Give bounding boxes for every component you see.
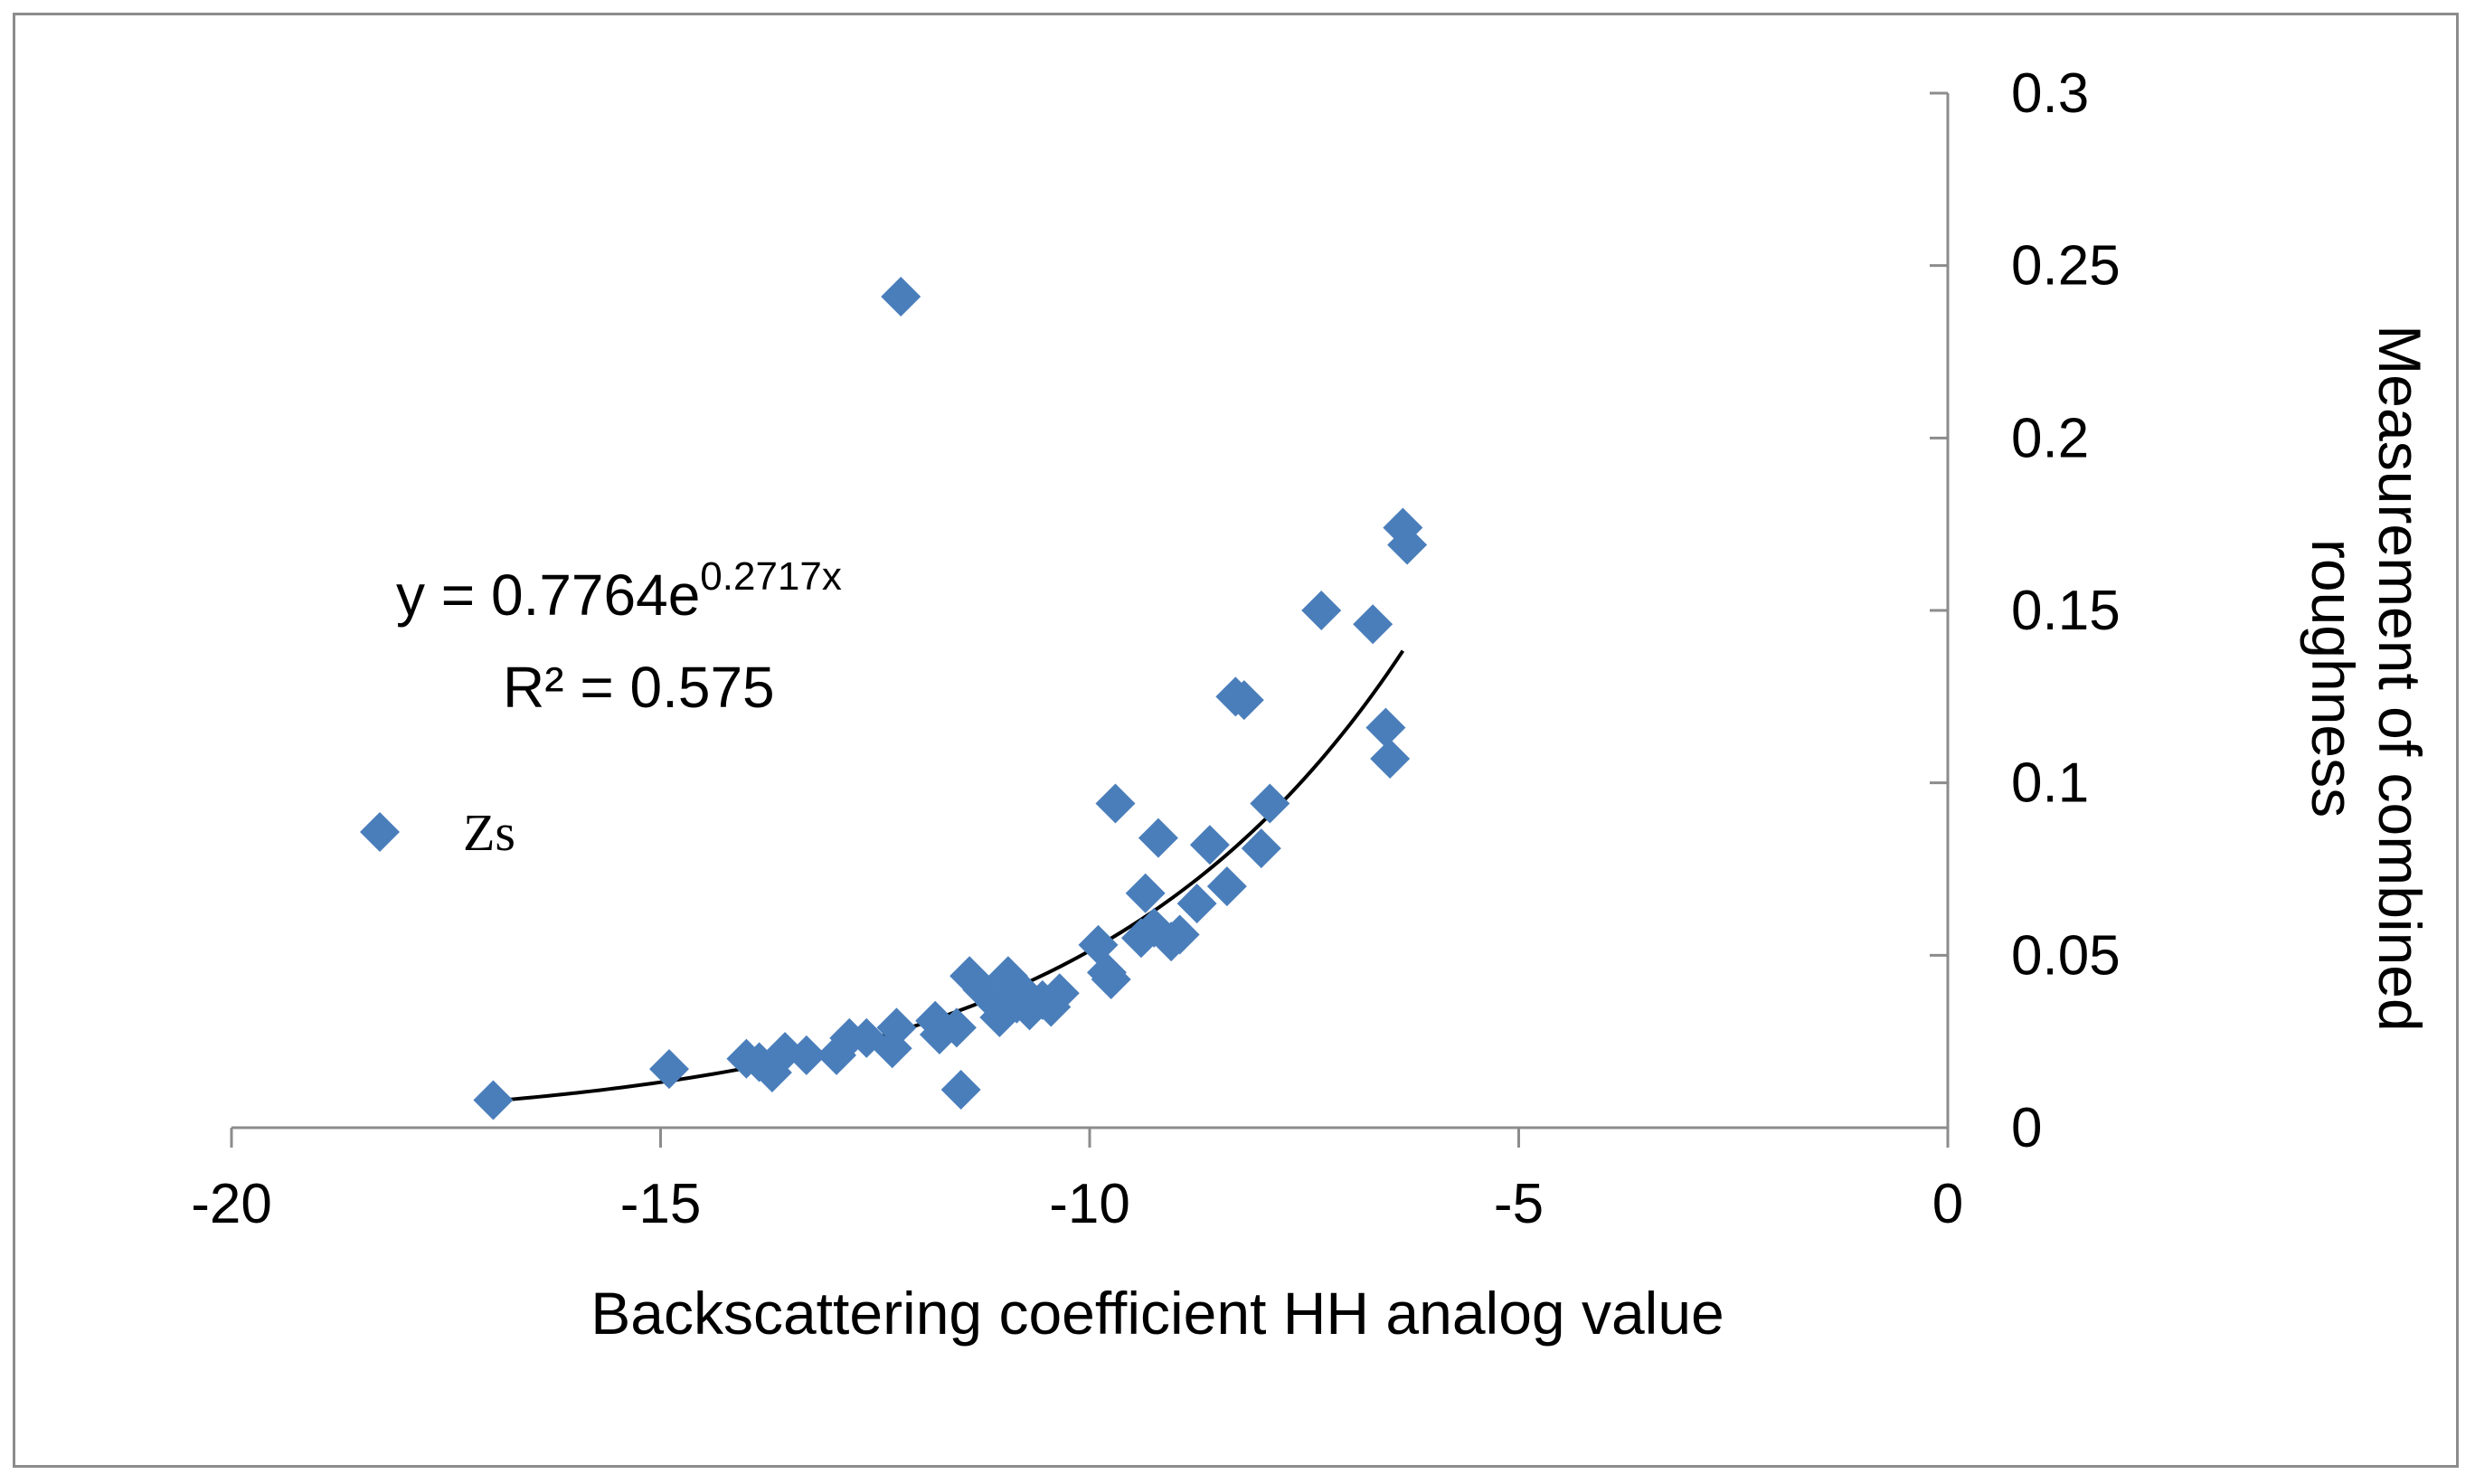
- trendline-equation-base: y = 0.7764e: [396, 562, 700, 628]
- data-point: [1365, 707, 1406, 748]
- data-point: [1138, 818, 1178, 858]
- data-point: [1159, 914, 1200, 955]
- data-point: [1091, 959, 1131, 1000]
- y-tick-label: 0.15: [2011, 580, 2121, 642]
- x-ticks: -20 -15 -10 -5 0: [191, 1128, 1963, 1235]
- data-point: [1206, 866, 1247, 907]
- data-point: [1250, 783, 1290, 824]
- legend-label-zs: Zs: [463, 803, 515, 862]
- y-tick-label: 0.1: [2011, 752, 2089, 815]
- data-point: [1176, 884, 1217, 924]
- data-point: [648, 1049, 689, 1090]
- x-tick-label: -10: [1049, 1173, 1130, 1235]
- y-axis-title: Measurement of combined roughness: [2300, 325, 2433, 1031]
- y-tick-label: 0.3: [2011, 62, 2089, 125]
- data-point: [876, 1007, 917, 1048]
- data-point: [1125, 873, 1166, 913]
- y-tick-label: 0.05: [2011, 924, 2121, 987]
- x-axis-title: Backscattering coefficient HH analog val…: [590, 1280, 1724, 1347]
- y-tick-label: 0.2: [2011, 407, 2089, 469]
- trendline-equation-exponent: 0.2717x: [700, 554, 842, 599]
- trendline-equation: y = 0.7764e0.2717x: [396, 554, 842, 628]
- y-tick-label: 0.25: [2011, 235, 2121, 298]
- data-point: [1387, 525, 1428, 565]
- legend: Zs: [360, 803, 515, 862]
- data-point: [786, 1035, 827, 1075]
- data-point: [1095, 783, 1136, 824]
- y-axis-title-line-2: roughness: [2300, 539, 2366, 818]
- data-point: [1189, 825, 1230, 865]
- x-tick-label: -5: [1494, 1173, 1544, 1235]
- data-points: [473, 276, 1428, 1120]
- data-point: [1241, 828, 1281, 869]
- data-point: [1353, 604, 1393, 645]
- data-point: [1370, 738, 1411, 779]
- chart-frame: [13, 13, 2459, 1468]
- y-ticks: 0 0.05 0.1 0.15 0.2 0.25 0.3: [1930, 62, 2121, 1159]
- x-tick-label: -15: [620, 1173, 702, 1235]
- data-point: [881, 276, 921, 317]
- data-point: [940, 1070, 981, 1111]
- data-point: [473, 1080, 514, 1120]
- data-point: [1223, 680, 1264, 721]
- data-point: [1039, 973, 1080, 1014]
- data-point: [936, 1007, 977, 1048]
- r-squared-label: R² = 0.575: [503, 655, 775, 720]
- x-tick-label: -20: [191, 1173, 272, 1235]
- y-axis-title-line-1: Measurement of combined: [2366, 325, 2433, 1031]
- y-tick-label: 0: [2011, 1097, 2042, 1159]
- data-point: [1301, 591, 1342, 630]
- legend-marker-zs: [360, 812, 400, 852]
- x-tick-label: 0: [1932, 1173, 1963, 1235]
